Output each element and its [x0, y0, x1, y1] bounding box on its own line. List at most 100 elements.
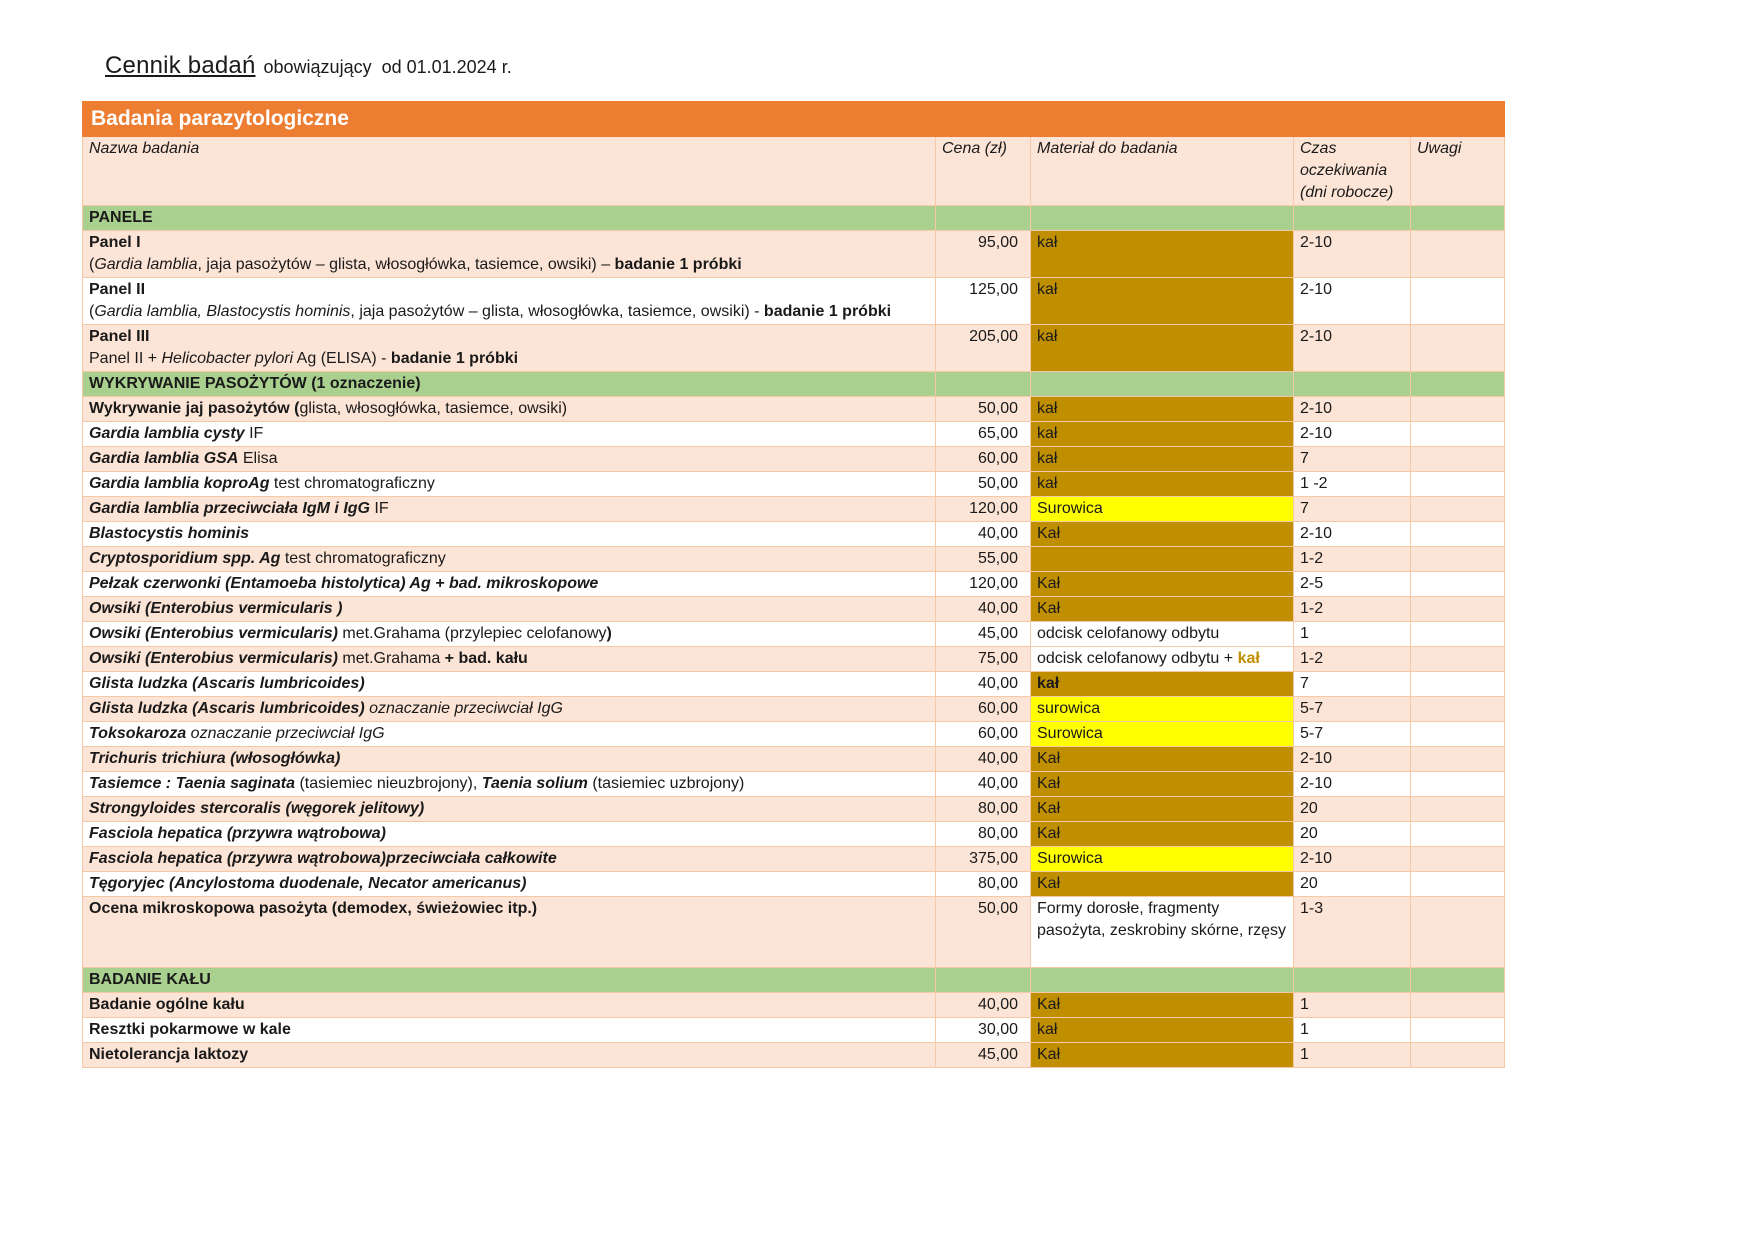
page-title-main: Cennik badań [105, 52, 256, 79]
table-row: Pełzak czerwonki (Entamoeba histolytica)… [82, 571, 1506, 597]
text-run: Gardia lamblia [94, 256, 198, 273]
time-cell: 2-5 [1293, 571, 1411, 597]
table-row: Gardia lamblia GSA Elisa 60,00 kał 7 [82, 446, 1506, 472]
material-cell: Surowica [1030, 496, 1294, 522]
table-row: Gardia lamblia cysty IF 65,00 kał 2-10 [82, 421, 1506, 447]
material-cell: odcisk celofanowy odbytu [1030, 621, 1294, 647]
section-empty-cell [935, 967, 1031, 993]
test-name-line: Tasiemce : Taenia saginata (tasiemiec ni… [89, 773, 929, 795]
uwagi-cell [1409, 596, 1506, 622]
text-run: IF [369, 500, 389, 517]
text-run: Strongyloides stercoralis (węgorek jelit… [89, 800, 425, 817]
section-empty-cell [1409, 967, 1506, 993]
text-run: Ocena mikroskopowa pasożyta (demodex, św… [89, 900, 538, 917]
text-run: Nietolerancja laktozy [89, 1046, 249, 1063]
time-cell: 1 -2 [1293, 471, 1411, 497]
text-run: glista, włosogłówka, tasiemce, owsiki) [299, 400, 568, 417]
table-row: Owsiki (Enterobius vermicularis) met.Gra… [82, 621, 1506, 647]
section-empty-cell [1409, 371, 1506, 397]
text-run: kał [1037, 475, 1058, 492]
price-cell: 45,00 [935, 1042, 1031, 1068]
test-name-line: (Gardia lamblia, jaja pasożytów – glista… [89, 254, 929, 276]
text-run: Gardia lamblia przeciwciała IgM i IgG [89, 500, 370, 517]
section-label: PANELE [82, 205, 936, 231]
price-cell: 95,00 [935, 230, 1031, 278]
price-cell: 45,00 [935, 621, 1031, 647]
price-cell: 125,00 [935, 277, 1031, 325]
page-title-suffix: obowiązujący od 01.01.2024 r. [263, 57, 512, 77]
price-cell: 50,00 [935, 896, 1031, 968]
test-name-cell: Glista ludzka (Ascaris lumbricoides) [82, 671, 936, 697]
material-cell: kał [1030, 421, 1294, 447]
material-cell: kał [1030, 1017, 1294, 1043]
material-cell [1030, 546, 1294, 572]
text-run: kał [1037, 425, 1058, 442]
uwagi-cell [1409, 671, 1506, 697]
table-row: Gardia lamblia przeciwciała IgM i IgG IF… [82, 496, 1506, 522]
test-name-cell: Fasciola hepatica (przywra wątrobowa) [82, 821, 936, 847]
text-run: met.Grahama (przylepiec celofanowy [337, 625, 607, 642]
section-empty-cell [935, 205, 1031, 231]
column-header-price: Cena (zł) [935, 136, 1031, 206]
text-run: kał [1037, 1021, 1058, 1038]
text-run: Surowica [1037, 500, 1103, 517]
test-name-cell: Pełzak czerwonki (Entamoeba histolytica)… [82, 571, 936, 597]
text-run: oznaczanie przeciwciał IgG [186, 725, 385, 742]
text-run: Kał [1037, 750, 1061, 767]
text-run: Owsiki (Enterobius vermicularis) [89, 650, 338, 667]
text-run: test chromatograficzny [280, 550, 446, 567]
price-cell: 60,00 [935, 696, 1031, 722]
uwagi-cell [1409, 396, 1506, 422]
test-name-cell: Strongyloides stercoralis (węgorek jelit… [82, 796, 936, 822]
test-name-line: Tęgoryjec (Ancylostoma duodenale, Necato… [89, 873, 929, 895]
table-row: Owsiki (Enterobius vermicularis ) 40,00 Ka… [82, 596, 1506, 622]
time-cell: 2-10 [1293, 324, 1411, 372]
text-run: test chromatograficzny [269, 475, 435, 492]
price-cell: 75,00 [935, 646, 1031, 672]
table-row: Panel II (Gardia lamblia, Blastocystis ho… [82, 277, 1506, 325]
table-row: Fasciola hepatica (przywra wątrobowa)prz… [82, 846, 1506, 872]
table-row: Glista ludzka (Ascaris lumbricoides) ozn… [82, 696, 1506, 722]
uwagi-cell [1409, 621, 1506, 647]
uwagi-cell [1409, 796, 1506, 822]
text-run: Kał [1037, 1046, 1061, 1063]
uwagi-cell [1409, 721, 1506, 747]
time-cell: 2-10 [1293, 846, 1411, 872]
text-run: kał [1037, 450, 1058, 467]
material-cell: Kał [1030, 871, 1294, 897]
uwagi-cell [1409, 1042, 1506, 1068]
material-cell: Kał [1030, 796, 1294, 822]
table-row: Glista ludzka (Ascaris lumbricoides) 40,0… [82, 671, 1506, 697]
table-row: Gardia lamblia koproAg test chromatograf… [82, 471, 1506, 497]
time-cell: 7 [1293, 446, 1411, 472]
test-name-cell: Badanie ogólne kału [82, 992, 936, 1018]
time-cell: 1 [1293, 992, 1411, 1018]
test-name-line: Gardia lamblia GSA Elisa [89, 448, 929, 470]
column-header-name: Nazwa badania [82, 136, 936, 206]
material-cell: kał [1030, 671, 1294, 697]
text-run: Trichuris trichiura (włosogłówka) [89, 750, 341, 767]
test-name-line: Wykrywanie jaj pasożytów (glista, włosog… [89, 398, 929, 420]
price-cell: 50,00 [935, 396, 1031, 422]
test-name-cell: Panel II (Gardia lamblia, Blastocystis ho… [82, 277, 936, 325]
price-cell: 65,00 [935, 421, 1031, 447]
test-name-line: Fasciola hepatica (przywra wątrobowa)prz… [89, 848, 929, 870]
uwagi-cell [1409, 1017, 1506, 1043]
time-cell: 1-3 [1293, 896, 1411, 968]
page-title: Cennik badań obowiązujący od 01.01.2024 r… [105, 52, 512, 80]
price-table-body: PANELE Panel I (Gardia lamblia, jaja pasoż… [82, 205, 1506, 1068]
test-name-cell: Trichuris trichiura (włosogłówka) [82, 746, 936, 772]
text-run: , jaja pasożytów – glista, włosogłówka, … [350, 303, 764, 320]
material-cell: kał [1030, 277, 1294, 325]
material-cell: kał [1030, 471, 1294, 497]
text-run: Glista ludzka (Ascaris lumbricoides) [89, 700, 365, 717]
text-run: badanie 1 próbki [390, 350, 519, 367]
table-row: Blastocystis hominis 40,00 Kał 2-10 [82, 521, 1506, 547]
test-name-cell: Wykrywanie jaj pasożytów (glista, włosog… [82, 396, 936, 422]
material-cell: Kał [1030, 821, 1294, 847]
material-cell: Formy dorosłe, fragmenty pasożyta, zeskr… [1030, 896, 1294, 968]
text-run: Gardia lamblia GSA [89, 450, 239, 467]
section-empty-cell [1293, 371, 1411, 397]
text-run: , jaja pasożytów – glista, włosogłówka, … [197, 256, 615, 273]
